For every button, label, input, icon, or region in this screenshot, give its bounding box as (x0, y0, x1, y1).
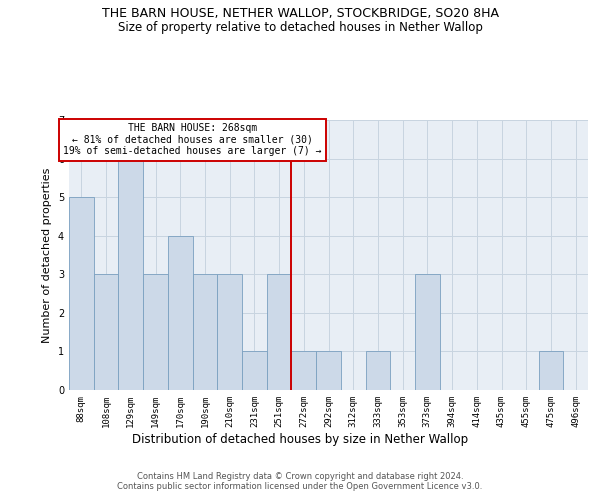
Bar (193, 274, 217, 390)
Bar (118, 158, 143, 390)
Text: THE BARN HOUSE, NETHER WALLOP, STOCKBRIDGE, SO20 8HA: THE BARN HOUSE, NETHER WALLOP, STOCKBRID… (101, 8, 499, 20)
Text: Contains HM Land Registry data © Crown copyright and database right 2024.
Contai: Contains HM Land Registry data © Crown c… (118, 472, 482, 491)
Bar (168, 236, 193, 390)
Bar (94, 274, 118, 390)
Text: THE BARN HOUSE: 268sqm
← 81% of detached houses are smaller (30)
19% of semi-det: THE BARN HOUSE: 268sqm ← 81% of detached… (64, 123, 322, 156)
Text: Size of property relative to detached houses in Nether Wallop: Size of property relative to detached ho… (118, 21, 482, 34)
Y-axis label: Number of detached properties: Number of detached properties (43, 168, 52, 342)
Bar (69, 197, 94, 390)
Bar (539, 352, 563, 390)
Bar (415, 274, 440, 390)
Bar (316, 352, 341, 390)
Bar (292, 352, 316, 390)
Bar (267, 274, 292, 390)
Bar (217, 274, 242, 390)
Bar (365, 352, 390, 390)
Text: Distribution of detached houses by size in Nether Wallop: Distribution of detached houses by size … (132, 432, 468, 446)
Bar (242, 352, 267, 390)
Bar (143, 274, 168, 390)
